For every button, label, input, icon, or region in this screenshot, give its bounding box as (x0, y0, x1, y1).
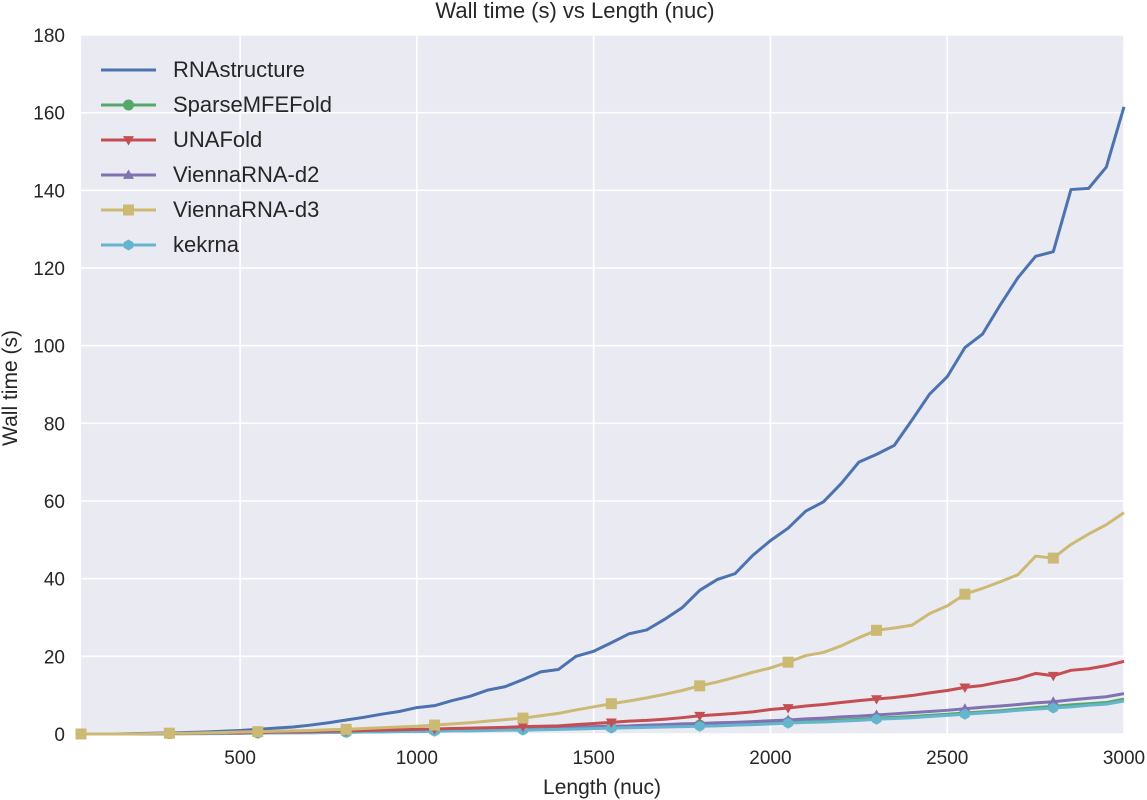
legend-item-viennarna-d3: ViennaRNA-d3 (101, 197, 319, 222)
legend: RNAstructure SparseMFEFold UNAFold ViennaRN… (101, 57, 332, 257)
data-point (605, 718, 617, 728)
x-axis-title: Length (nuc) (543, 776, 661, 799)
y-tick-label: 0 (54, 725, 65, 746)
series-viennarna-d3 (75, 511, 1125, 740)
data-point (694, 720, 705, 732)
chart-title: Wall time (s) vs Length (nuc) (435, 0, 714, 23)
legend-label: ViennaRNA-d2 (173, 162, 319, 187)
data-point (1047, 696, 1059, 706)
y-tick-label: 60 (44, 492, 65, 513)
data-point (694, 680, 706, 692)
data-point (783, 717, 793, 729)
data-point (960, 708, 970, 720)
data-point (429, 719, 441, 731)
y-tick-label: 20 (44, 647, 65, 668)
legend-marker (123, 99, 134, 111)
legend-item-viennarna-d2: ViennaRNA-d2 (101, 162, 319, 187)
data-point (1047, 552, 1059, 564)
data-point (163, 727, 175, 739)
data-point (605, 698, 617, 710)
legend-marker (123, 136, 134, 146)
data-point (1048, 702, 1059, 714)
x-tick-label: 3000 (1103, 748, 1145, 769)
x-tick-label: 500 (224, 748, 256, 769)
data-point (871, 695, 883, 705)
legend-label: SparseMFEFold (173, 92, 332, 117)
tick-labels: 500 1000 1500 2000 2500 3000 0 20 40 60 80 100 120 14… (33, 26, 1145, 769)
data-point (252, 726, 264, 738)
data-point (782, 704, 794, 714)
legend-marker (123, 239, 134, 251)
x-tick-label: 2000 (749, 748, 791, 769)
y-axis-title: Wall time (s) (0, 330, 22, 446)
data-point (517, 722, 529, 733)
legend-label: RNAstructure (173, 57, 305, 82)
y-tick-label: 100 (33, 337, 65, 358)
x-tick-label: 1500 (573, 748, 615, 769)
data-point (959, 703, 971, 713)
data-point (871, 624, 883, 636)
y-tick-label: 160 (33, 104, 65, 125)
data-point (340, 723, 352, 735)
y-tick-label: 120 (33, 259, 65, 280)
y-tick-label: 80 (44, 414, 65, 435)
y-tick-label: 180 (33, 26, 65, 47)
legend-label: kekrna (173, 232, 240, 257)
x-tick-label: 2500 (926, 748, 968, 769)
data-point (517, 712, 529, 724)
data-point (959, 588, 971, 600)
data-point (75, 728, 87, 740)
y-tick-label: 140 (33, 181, 65, 202)
legend-label: ViennaRNA-d3 (173, 197, 319, 222)
x-tick-label: 1000 (396, 748, 438, 769)
y-tick-label: 40 (44, 570, 65, 591)
data-point (871, 713, 882, 725)
data-point (694, 711, 706, 722)
data-point (782, 656, 794, 668)
grid-lines (81, 34, 1125, 735)
legend-marker (123, 169, 134, 179)
legend-item-unafold: UNAFold (101, 127, 262, 152)
data-point (959, 683, 971, 693)
legend-item-kekrna: kekrna (101, 232, 240, 257)
plot-area (81, 35, 1124, 734)
series-group (75, 106, 1126, 740)
data-point (1047, 671, 1059, 682)
legend-label: UNAFold (173, 127, 262, 152)
data-point (606, 722, 617, 734)
legend-item-sparsemfefold: SparseMFEFold (101, 92, 332, 117)
legend-marker (123, 204, 134, 216)
legend-item-rnastructure: RNAstructure (101, 57, 305, 82)
